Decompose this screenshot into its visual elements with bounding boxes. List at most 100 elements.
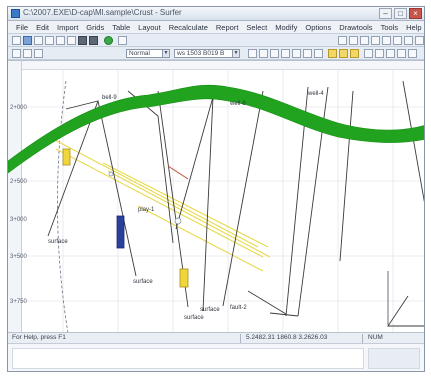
well-label[interactable]: bell-9 [102,95,117,101]
export-icon[interactable] [408,49,417,58]
align-right-icon[interactable] [303,49,312,58]
paste-icon[interactable] [78,36,87,45]
section-drawing[interactable]: 2+000 2+500 3+000 3+500 3+750 [8,61,425,333]
menu-recalculate[interactable]: Recalculate [168,22,208,32]
well-label[interactable]: well-8 [229,101,246,107]
boundary-line [57,80,69,333]
menu-options[interactable]: Options [305,22,332,32]
y-label: 2+500 [10,179,28,185]
status-coordinates: 5.2482.31 1860.8 3.2626.03 [246,334,328,341]
window-title: C:\2007.EXE\D-cap\Ml.sample\Crust - Surf… [23,8,182,17]
top-ruler [22,61,424,70]
minimize-button[interactable]: – [379,8,392,19]
fault-label[interactable]: fault-2 [230,305,247,311]
pan-icon[interactable] [382,36,391,45]
yellow-seams [52,138,271,272]
menu-select[interactable]: Select [246,22,268,32]
y-label: 2+000 [10,105,28,111]
surface-label[interactable]: surface [133,279,153,285]
bold-icon[interactable] [248,49,257,58]
secondary-toolbar: Normal ▼ ws 1503 B019 B ▼ [8,47,424,60]
zoom-extent-icon[interactable] [360,36,369,45]
menu-grids[interactable]: Grids [86,22,105,32]
print-icon[interactable] [45,36,54,45]
underline-icon[interactable] [270,49,279,58]
status-separator [240,334,241,343]
side-panel[interactable] [368,348,420,369]
zoom-in-icon[interactable] [338,36,347,45]
align-center-icon[interactable] [292,49,301,58]
align-left-icon[interactable] [281,49,290,58]
angle-icon[interactable] [375,49,384,58]
menu-tools[interactable]: Tools [380,22,399,32]
layer-select-value: ws 1503 B019 B [177,50,225,57]
cross-section-icon[interactable] [386,49,395,58]
status-separator [362,334,363,343]
maximize-button[interactable]: □ [394,8,407,19]
output-panel[interactable] [12,348,364,369]
red-fault-line [167,165,189,180]
status-help-text: For Help, press F1 [12,334,66,341]
cut-icon[interactable] [56,36,65,45]
main-toolbar [8,34,424,47]
label[interactable]: play-1 [138,207,155,213]
color-icon[interactable] [314,49,323,58]
menu-modify[interactable]: Modify [275,22,298,32]
status-num: NUM [368,334,383,341]
bottom-panel [8,343,424,371]
intersection-marker [108,171,114,177]
run-icon[interactable] [104,36,113,45]
style-select[interactable]: Normal ▼ [126,49,170,58]
menu-report[interactable]: Report [215,22,239,32]
cross-section-canvas[interactable]: 2+000 2+500 3+000 3+500 3+750 [8,60,425,333]
profile-icon[interactable] [397,49,406,58]
yellow-marker [179,268,189,288]
polyline-tool-icon[interactable] [34,49,43,58]
menu-drawtools[interactable]: Drawtools [339,22,373,32]
new-file-icon[interactable] [12,36,21,45]
surface-label[interactable]: surface [184,315,204,321]
menu-file[interactable]: File [16,22,29,32]
menu-bar: File Edit Import Grids Table Layout Reca… [8,21,424,34]
open-folder-icon[interactable] [34,36,43,45]
chevron-down-icon: ▼ [162,50,169,57]
refresh-icon[interactable] [393,36,402,45]
layers-icon[interactable] [415,36,424,45]
layer-select[interactable]: ws 1503 B019 B ▼ [174,49,240,58]
menu-layout[interactable]: Layout [138,22,161,32]
highlight-icon[interactable] [328,49,337,58]
surface-label[interactable]: surface [200,307,220,313]
yellow-marker [62,148,71,166]
zoom-window-icon[interactable] [371,36,380,45]
title-bar[interactable]: C:\2007.EXE\D-cap\Ml.sample\Crust - Surf… [8,7,424,21]
style-select-value: Normal [129,50,150,57]
y-label: 3+000 [10,217,28,223]
zoom-out-icon[interactable] [349,36,358,45]
pointer-icon[interactable] [12,49,21,58]
left-ruler [8,61,22,332]
menu-table[interactable]: Table [112,22,131,32]
close-button[interactable]: × [409,8,422,19]
green-horizon [8,84,424,174]
menu-edit[interactable]: Edit [36,22,50,32]
chevron-down-icon: ▼ [232,50,239,57]
app-window: C:\2007.EXE\D-cap\Ml.sample\Crust - Surf… [7,6,425,372]
measure-icon[interactable] [364,49,373,58]
surface-label[interactable]: surface [48,239,68,245]
save-icon[interactable] [23,36,32,45]
label-icon[interactable] [350,49,359,58]
italic-icon[interactable] [259,49,268,58]
copy-icon[interactable] [67,36,76,45]
menu-import[interactable]: Import [57,22,79,32]
line-tool-icon[interactable] [23,49,32,58]
intersection-marker [174,217,182,225]
blue-marker [116,215,125,249]
menu-help[interactable]: Help [406,22,422,32]
format-icon[interactable] [89,36,98,45]
settings-icon[interactable] [118,36,127,45]
marker-icon[interactable] [339,49,348,58]
y-label: 3+500 [10,254,28,260]
app-icon [11,9,20,18]
well-label[interactable]: well-4 [307,91,324,97]
grid-icon[interactable] [404,36,413,45]
